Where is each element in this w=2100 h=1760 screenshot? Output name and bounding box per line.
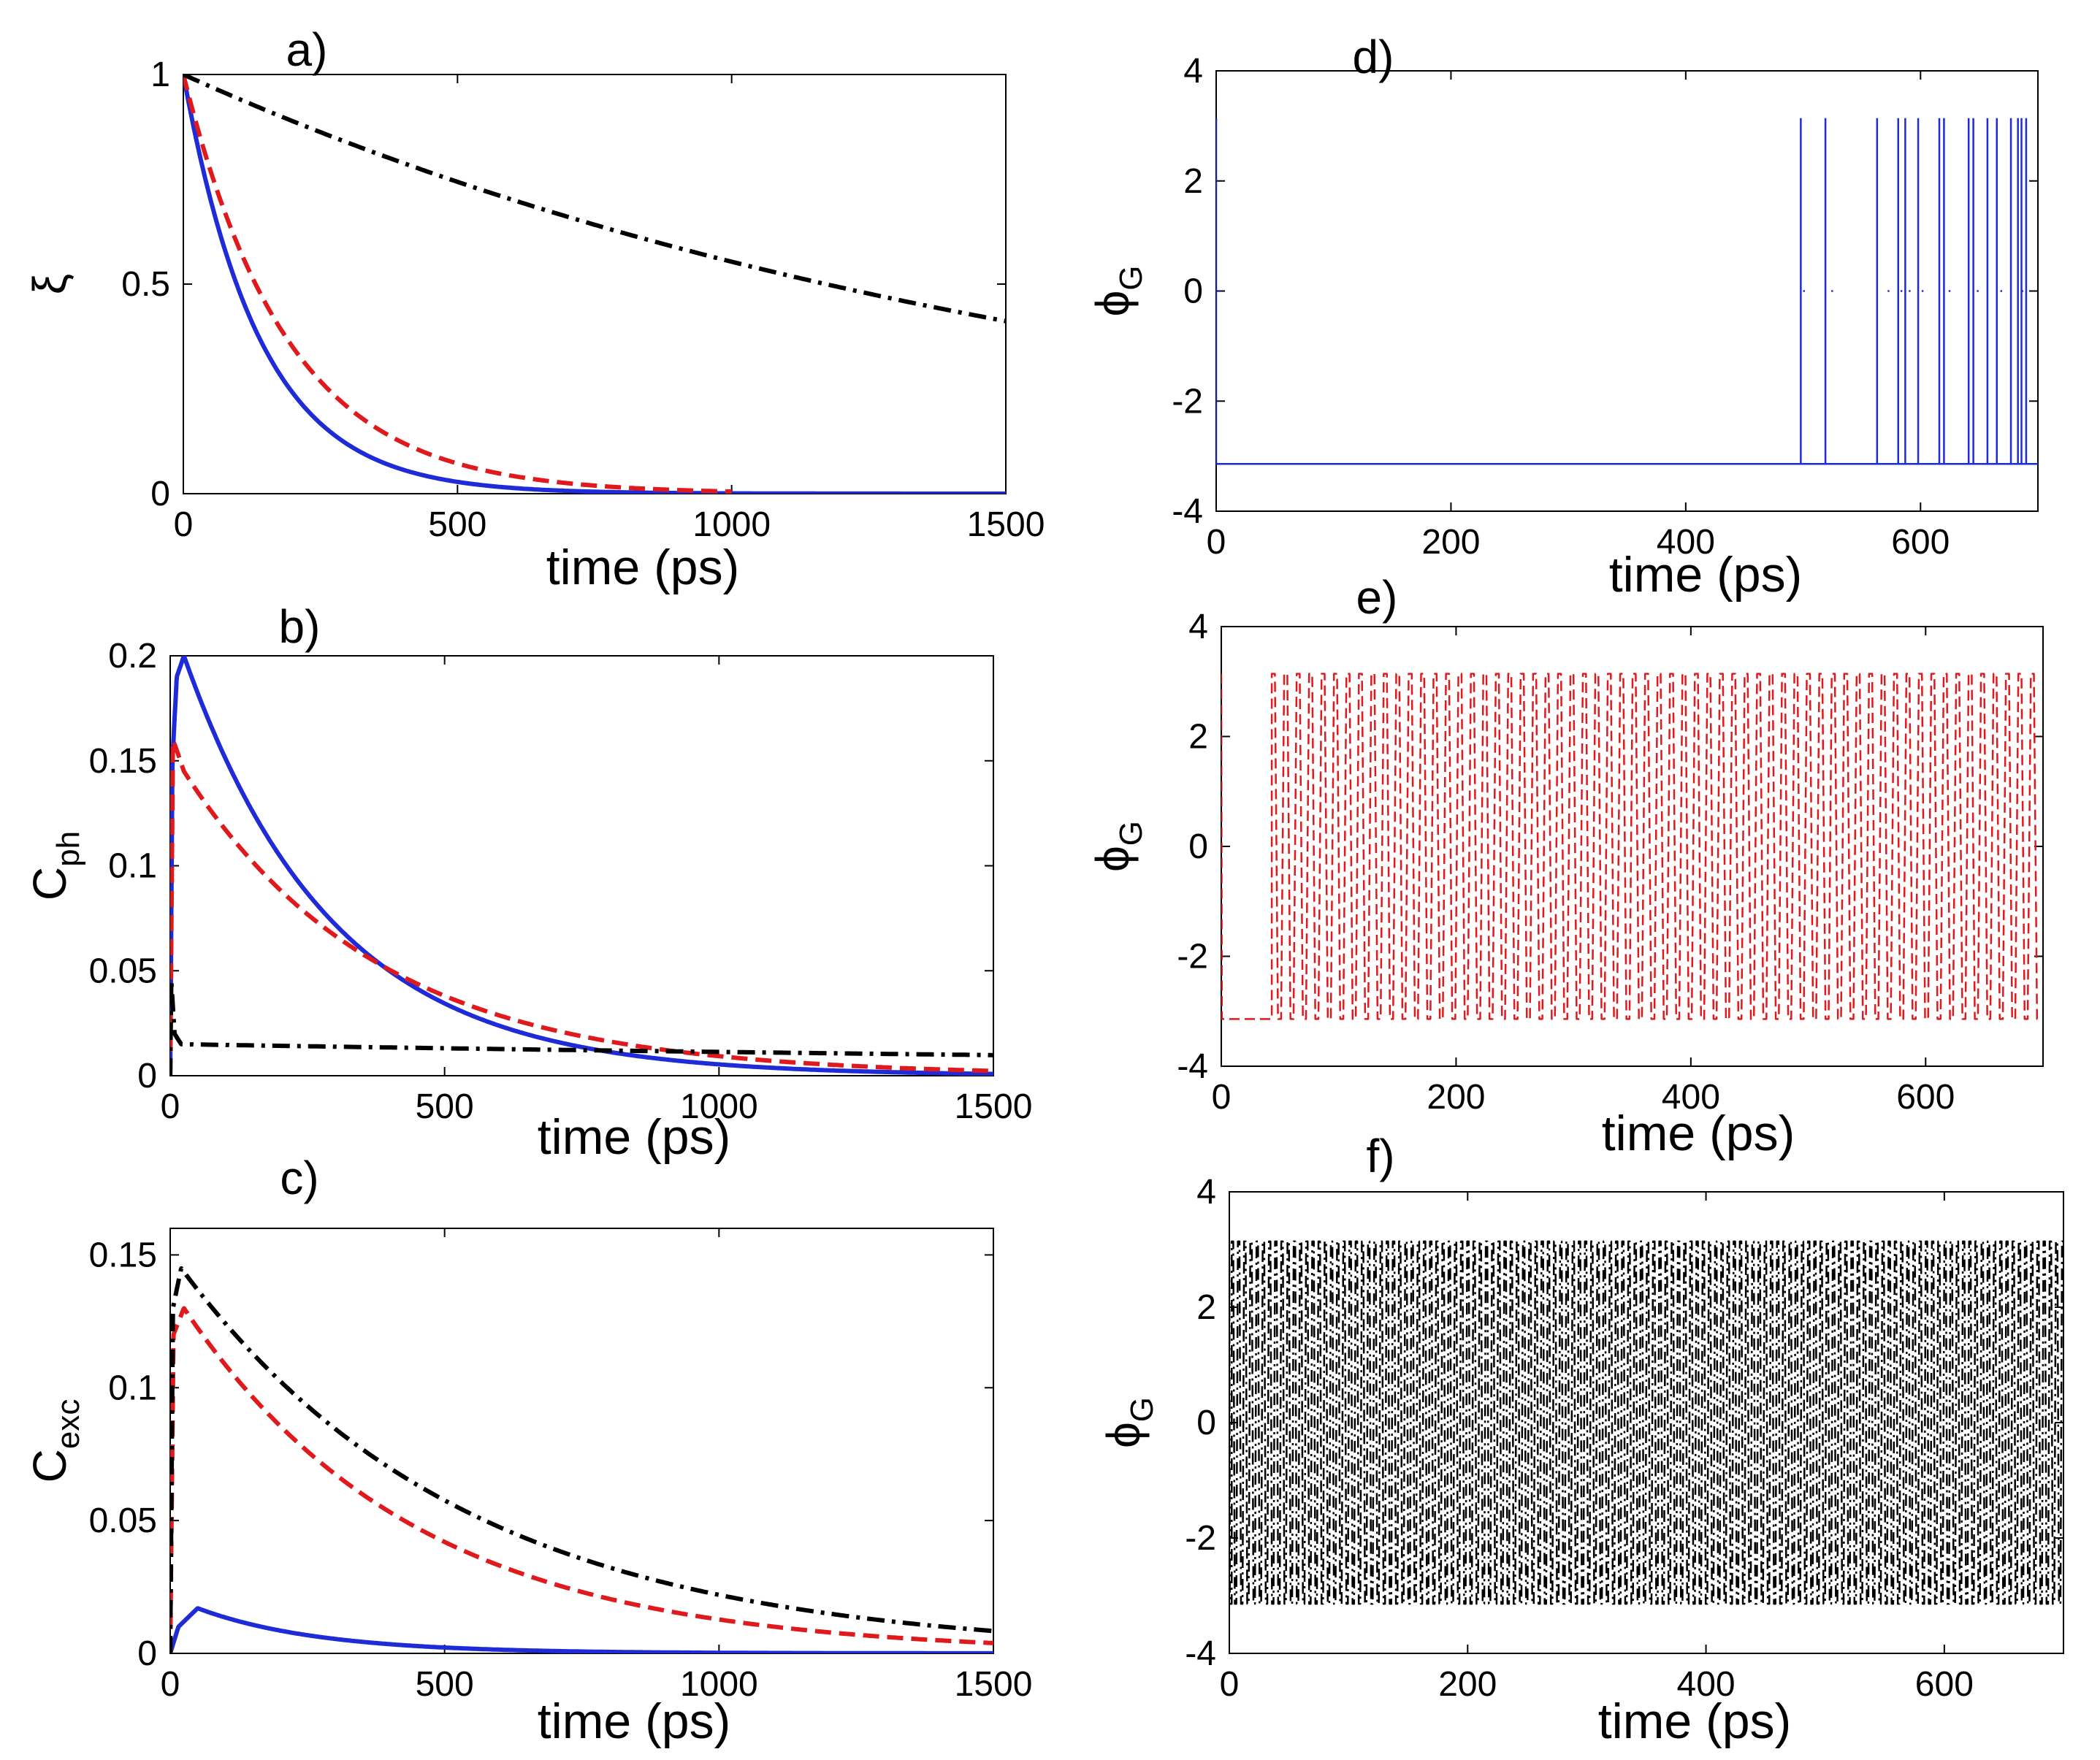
y-tick-label: 1 [150,56,170,94]
x-tick-label: 600 [1915,1665,1974,1704]
x-tick-label: 1000 [680,1087,758,1126]
panel-b: 0 500 1000 1500 0 0.05 0.1 0.15 0.2 time (ps) Cph b… [23,600,1032,1165]
x-axis-label: time (ps) [538,1694,730,1749]
plot-area [183,74,1006,494]
panel-c: 0 500 1000 1500 0 0.05 0.1 0.15 time (ps) Cexc c) [23,1152,1032,1749]
plot-area [170,656,993,1076]
panel-f: 0 200 400 600 -4 -2 0 2 4 time (ps) ϕG f) [1097,1130,2064,1749]
y-tick-label: 4 [1183,52,1203,91]
y-axis-label: ξ [23,274,76,295]
x-tick-label: 1500 [967,505,1045,544]
series-blue-solid [1216,118,2038,465]
x-tick-label: 500 [416,1087,474,1126]
series-red-dashed [170,1306,993,1653]
y-tick-label: 0 [1183,272,1203,311]
y-tick-label: 2 [1196,1288,1216,1327]
x-axis-label: time (ps) [1602,1106,1795,1161]
series-blue-solid [183,74,1006,494]
x-axis-label: time (ps) [546,540,739,595]
x-tick-label: 200 [1427,1078,1485,1117]
y-tick-label: 2 [1188,718,1208,757]
y-tick-label: 0.15 [89,1236,157,1274]
x-tick-label: 400 [1677,1665,1736,1704]
y-tick-label: 0 [150,475,170,513]
y-tick-label: 0.15 [89,742,157,781]
series-black-dashdot [1229,1240,2063,1605]
x-tick-label: 1000 [680,1665,758,1704]
x-tick-label: 1500 [955,1665,1033,1704]
x-tick-label: 1500 [955,1087,1033,1126]
x-axis-label: time (ps) [1609,547,1802,602]
plot-area [1216,118,2038,465]
series-red-dashed [183,74,733,494]
y-axis-label: Cexc [23,1399,86,1483]
series-blue-solid [170,656,993,1076]
y-tick-label: 0 [1196,1404,1216,1442]
series-red-dashed [170,738,993,1076]
axes-box [169,655,994,1076]
y-tick-label: -4 [1172,492,1203,531]
x-axis-label: time (ps) [1598,1694,1791,1749]
x-tick-label: 200 [1438,1665,1497,1704]
panel-label: e) [1356,571,1398,624]
x-axis-label: time (ps) [538,1109,730,1165]
y-tick-label: 0.05 [89,952,157,990]
y-tick-label: -2 [1185,1519,1216,1558]
x-tick-label: 500 [428,505,486,544]
series-red-dashed [1221,673,2041,1020]
y-tick-label: -4 [1185,1634,1216,1673]
panel-e: 0 200 400 600 -4 -2 0 2 4 time (ps) ϕG e) [1086,571,2044,1161]
x-tick-label: 200 [1421,523,1480,562]
panel-label: f) [1366,1130,1394,1182]
x-tick-label: 0 [161,1665,180,1704]
axes-box [1215,70,2039,512]
x-tick-label: 1000 [692,505,771,544]
x-tick-label: 600 [1891,523,1950,562]
x-tick-label: 0 [1212,1078,1232,1117]
y-tick-label: -2 [1177,938,1208,976]
y-tick-label: 0.05 [89,1501,157,1540]
panel-d: 0 200 400 600 -4 -2 0 2 4 time (ps) ϕG d) [1086,31,2039,602]
series-black-dashdot [170,979,993,1076]
panel-label: a) [286,23,328,76]
x-tick-label: 0 [1207,523,1226,562]
x-tick-label: 0 [1220,1665,1240,1704]
y-tick-label: 0 [137,1057,157,1095]
y-axis-label: ϕG [1097,1397,1160,1448]
series-black-dashdot [183,74,1006,324]
panel-label: b) [279,600,321,653]
x-tick-label: 400 [1657,523,1715,562]
y-axis-label: ϕG [1086,265,1149,316]
y-tick-label: 0 [137,1634,157,1673]
y-tick-label: 0 [1188,827,1208,866]
x-tick-label: 600 [1896,1078,1955,1117]
x-tick-label: 400 [1662,1078,1720,1117]
panel-a: 0 500 1000 1500 0 0.5 1 time (ps) ξ a) [23,23,1045,595]
plot-area [1221,673,2041,1020]
series-blue-solid [170,1606,993,1653]
plot-area [1229,1240,2063,1605]
plot-area [170,1266,993,1653]
y-tick-label: 0.2 [108,637,157,676]
panel-label: d) [1353,31,1394,83]
panel-label: c) [280,1152,318,1204]
y-tick-label: 0.1 [108,1369,157,1407]
y-tick-label: 0.5 [121,265,170,304]
y-tick-label: 2 [1183,162,1203,201]
series-black-dashdot [170,1266,993,1653]
y-axis-label: Cph [23,831,86,900]
x-tick-label: 0 [174,505,194,544]
y-tick-label: -2 [1172,382,1203,421]
y-tick-label: 0.1 [108,847,157,886]
y-axis-label: ϕG [1086,821,1149,872]
x-tick-label: 0 [161,1087,180,1126]
x-tick-label: 500 [416,1665,474,1704]
y-tick-label: 4 [1188,608,1208,646]
y-tick-label: 4 [1196,1173,1216,1212]
axes-box [183,74,1007,494]
y-tick-label: -4 [1177,1047,1208,1086]
